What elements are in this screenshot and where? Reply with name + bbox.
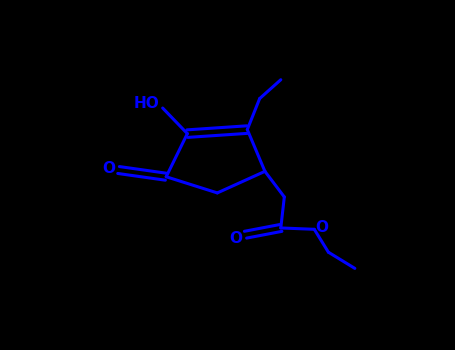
Text: O: O — [102, 161, 115, 176]
Text: O: O — [229, 231, 242, 246]
Text: O: O — [316, 220, 329, 236]
Text: HO: HO — [134, 96, 160, 111]
